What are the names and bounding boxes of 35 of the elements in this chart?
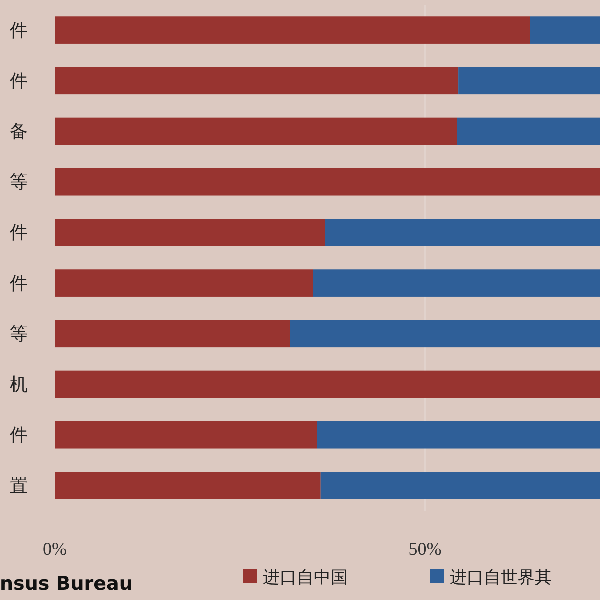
bar — [55, 370, 600, 398]
y-tick-label: 备 — [10, 122, 28, 142]
text: nsus Bureau — [0, 573, 133, 595]
x-tick-label: 50% — [408, 539, 442, 559]
bar — [290, 320, 600, 348]
bar — [55, 16, 530, 44]
bar — [55, 219, 326, 246]
y-tick-label: 件 — [10, 425, 28, 446]
y-tick-label: 件 — [10, 222, 28, 244]
y-tick-label: 置 — [10, 476, 28, 497]
legend-item: 进口自世界其 — [430, 568, 552, 588]
y-tick-label: 件 — [10, 273, 28, 294]
y-tick-label: 机 — [10, 374, 28, 396]
bar — [320, 472, 600, 500]
bar — [55, 118, 458, 146]
bar — [317, 421, 600, 449]
y-tick-label: 等 — [10, 172, 28, 194]
legend-label: 进口自世界其 — [450, 568, 552, 588]
bar — [55, 320, 290, 348]
bar — [55, 270, 314, 297]
bar — [530, 16, 600, 44]
y-tick-label: 件 — [10, 70, 28, 92]
bar — [458, 67, 600, 95]
bar — [55, 168, 600, 196]
bar — [457, 118, 600, 146]
y-tick-label: 等 — [10, 324, 28, 345]
bar — [313, 270, 600, 297]
y-tick-label: 件 — [10, 20, 28, 42]
bar — [55, 67, 459, 95]
legend-label: 进口自中国 — [263, 568, 348, 588]
bar — [325, 219, 600, 246]
legend-item: 进口自中国 — [243, 568, 348, 588]
bar — [55, 421, 318, 449]
bar — [55, 472, 321, 500]
x-tick-label: 0% — [43, 539, 67, 559]
